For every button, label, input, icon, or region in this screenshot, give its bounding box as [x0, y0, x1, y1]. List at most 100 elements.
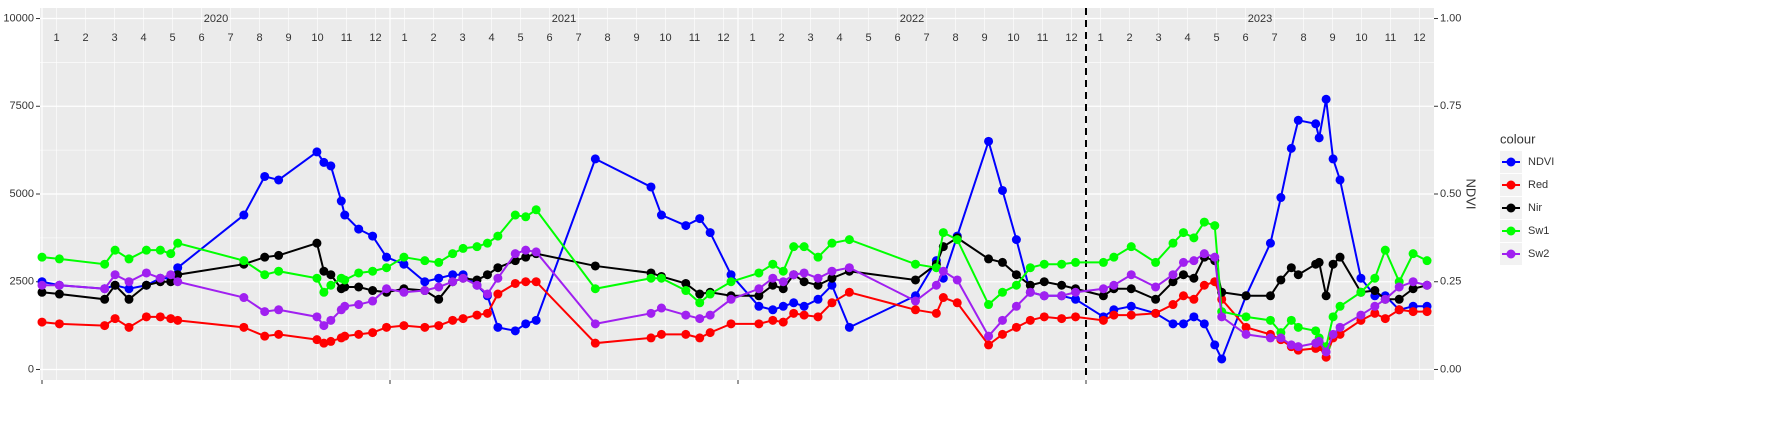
- y2-axis-title: NDVI: [1464, 178, 1479, 209]
- point: [695, 298, 705, 308]
- point: [1335, 322, 1345, 332]
- point: [931, 263, 941, 273]
- point: [420, 256, 430, 266]
- month-label: 7: [227, 32, 233, 44]
- point: [260, 331, 270, 341]
- point: [434, 257, 444, 267]
- point: [1370, 273, 1380, 283]
- point: [1126, 301, 1136, 311]
- point: [1276, 193, 1286, 203]
- point: [1071, 312, 1081, 322]
- point: [646, 273, 656, 283]
- point: [482, 308, 492, 318]
- point: [531, 277, 541, 287]
- point: [472, 280, 482, 290]
- point: [1098, 284, 1108, 294]
- point: [1286, 315, 1296, 325]
- point: [768, 315, 778, 325]
- point: [1189, 256, 1199, 266]
- point: [482, 289, 492, 299]
- point: [260, 270, 270, 280]
- month-label: 3: [111, 32, 117, 44]
- point: [1265, 291, 1275, 301]
- point: [1286, 340, 1296, 350]
- point: [1335, 175, 1345, 185]
- point: [531, 205, 541, 215]
- month-label: 2: [778, 32, 784, 44]
- month-label: 4: [1184, 32, 1190, 44]
- point: [399, 321, 409, 331]
- point: [173, 270, 183, 280]
- point: [984, 300, 994, 310]
- point: [681, 310, 691, 320]
- point: [260, 252, 270, 262]
- point: [827, 266, 837, 276]
- point: [1321, 347, 1331, 357]
- month-label: 9: [981, 32, 987, 44]
- point: [100, 259, 110, 269]
- point: [681, 329, 691, 339]
- point: [705, 228, 715, 238]
- point: [778, 284, 788, 294]
- y-tick-label: 5000: [10, 188, 34, 200]
- month-label: 6: [546, 32, 552, 44]
- point: [336, 196, 346, 206]
- point: [54, 254, 64, 264]
- month-label: 5: [865, 32, 871, 44]
- point: [768, 273, 778, 283]
- month-label: 12: [369, 32, 381, 44]
- point: [1011, 301, 1021, 311]
- point: [141, 312, 151, 322]
- point: [1189, 294, 1199, 304]
- month-label: 8: [952, 32, 958, 44]
- point: [382, 252, 392, 262]
- point: [326, 161, 336, 171]
- point: [681, 286, 691, 296]
- point: [166, 314, 176, 324]
- point: [984, 254, 994, 264]
- point: [931, 280, 941, 290]
- month-label: 6: [1242, 32, 1248, 44]
- point: [1241, 322, 1251, 332]
- point: [354, 329, 364, 339]
- point: [1178, 270, 1188, 280]
- month-label: 10: [311, 32, 323, 44]
- point: [646, 333, 656, 343]
- point: [1314, 336, 1324, 346]
- point: [312, 335, 322, 345]
- point: [778, 301, 788, 311]
- point: [1380, 294, 1390, 304]
- point: [789, 242, 799, 252]
- point: [382, 263, 392, 273]
- point: [681, 278, 691, 288]
- point: [368, 286, 378, 296]
- point: [1286, 143, 1296, 153]
- point: [420, 286, 430, 296]
- point: [319, 287, 329, 297]
- point: [1039, 259, 1049, 269]
- point: [54, 319, 64, 329]
- month-label: 7: [1271, 32, 1277, 44]
- point: [448, 270, 458, 280]
- point: [789, 298, 799, 308]
- point: [510, 278, 520, 288]
- point: [1168, 277, 1178, 287]
- point: [778, 266, 788, 276]
- point: [493, 231, 503, 241]
- point: [399, 287, 409, 297]
- point: [1370, 286, 1380, 296]
- point: [1335, 252, 1345, 262]
- point: [813, 273, 823, 283]
- point: [768, 259, 778, 269]
- point: [1199, 280, 1209, 290]
- point: [705, 289, 715, 299]
- point: [984, 136, 994, 146]
- month-label: 2: [430, 32, 436, 44]
- point: [1210, 252, 1220, 262]
- point: [239, 256, 249, 266]
- point: [1025, 287, 1035, 297]
- point: [1370, 301, 1380, 311]
- month-label: 2: [82, 32, 88, 44]
- legend-label: NDVI: [1528, 156, 1554, 168]
- point: [813, 280, 823, 290]
